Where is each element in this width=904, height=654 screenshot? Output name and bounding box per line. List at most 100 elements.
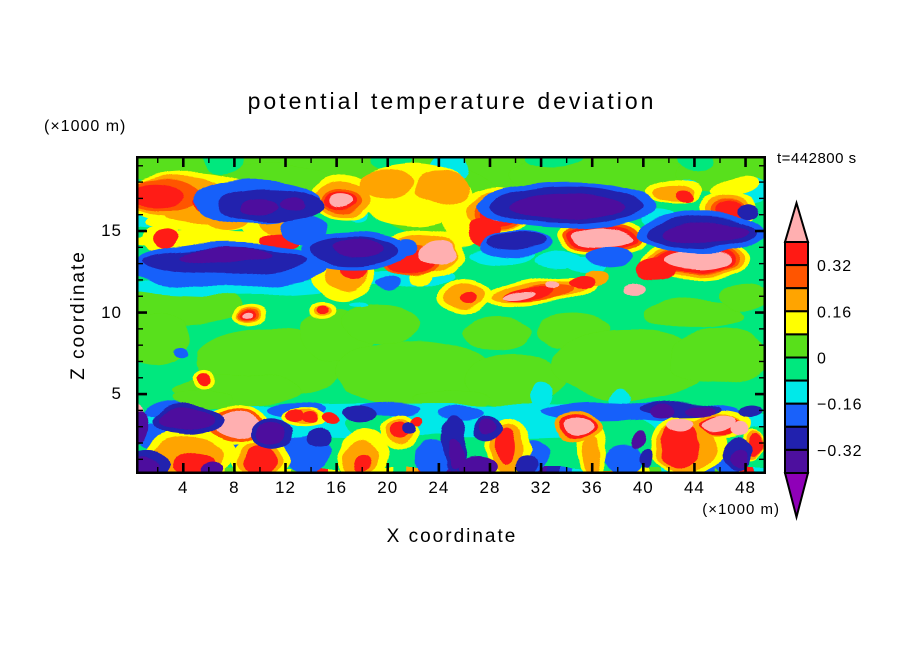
contour-blob bbox=[374, 276, 401, 290]
contour-blob bbox=[403, 421, 418, 436]
contour-blob bbox=[243, 445, 276, 474]
contour-plot bbox=[136, 156, 766, 474]
colorbar-cell bbox=[784, 356, 809, 382]
colorbar-label: −0.32 bbox=[817, 443, 862, 460]
x-axis-label: X coordinate bbox=[386, 526, 518, 547]
bottom-strip-cell bbox=[444, 468, 458, 474]
contour-blob bbox=[515, 455, 539, 474]
contour-blob bbox=[582, 436, 602, 473]
contour-blob bbox=[308, 429, 332, 448]
x-tick-label: 4 bbox=[178, 478, 189, 497]
contour-blob bbox=[201, 460, 225, 474]
contour-blob bbox=[668, 328, 766, 385]
bottom-strip-cell bbox=[598, 468, 613, 474]
bottom-strip-cell bbox=[649, 468, 664, 474]
contour-blob bbox=[665, 222, 750, 244]
contour-blob bbox=[328, 195, 353, 209]
contour-blob bbox=[643, 299, 746, 329]
bottom-strip-cell bbox=[289, 468, 304, 474]
contour-field bbox=[136, 156, 766, 474]
contour-blob bbox=[711, 175, 759, 199]
contour-blob bbox=[661, 421, 700, 468]
contour-blob bbox=[731, 421, 750, 435]
contour-blob bbox=[737, 204, 761, 219]
colorbar-arrow-bottom bbox=[783, 472, 810, 521]
plot-border bbox=[136, 156, 766, 474]
contour-blob bbox=[458, 456, 497, 474]
contour-blob bbox=[544, 280, 559, 290]
contour-blob bbox=[349, 301, 370, 307]
page-title: potential temperature deviation bbox=[247, 88, 657, 114]
contour-blob bbox=[553, 328, 708, 401]
contour-blob bbox=[355, 454, 372, 471]
colorbar-cell bbox=[784, 333, 809, 359]
contour-blob bbox=[477, 418, 496, 435]
contour-blob bbox=[438, 403, 485, 421]
contour-blob bbox=[343, 405, 374, 422]
contour-blob bbox=[392, 239, 419, 256]
contour-blob bbox=[136, 183, 186, 207]
colorbar-label: −0.16 bbox=[817, 397, 862, 414]
bottom-strip-cell bbox=[405, 468, 420, 474]
contour-blob bbox=[214, 411, 260, 439]
x-tick-label: 12 bbox=[275, 478, 296, 497]
colorbar-label: 0 bbox=[817, 351, 827, 368]
contour-blob bbox=[136, 456, 159, 474]
bottom-strip-cell bbox=[572, 468, 587, 474]
plot-axes bbox=[136, 156, 766, 474]
x-tick-label: 32 bbox=[530, 478, 552, 497]
x-tick-label: 20 bbox=[377, 478, 399, 497]
x-tick-label: 40 bbox=[632, 478, 654, 497]
colorbar-cell bbox=[784, 310, 809, 336]
contour-blob bbox=[243, 312, 256, 320]
contour-blob bbox=[623, 283, 646, 296]
contour-blob bbox=[447, 439, 464, 470]
contour-blob bbox=[174, 348, 190, 359]
contour-blob bbox=[562, 416, 593, 435]
contour-blob bbox=[685, 404, 717, 417]
colorbar-svg: 0.32 0.16 0 −0.16 −0.32 bbox=[783, 199, 862, 521]
contour-blob bbox=[641, 450, 656, 469]
contour-blob bbox=[288, 409, 306, 422]
colorbar-cell bbox=[784, 379, 809, 405]
contour-blob bbox=[240, 199, 280, 216]
contour-blob bbox=[631, 430, 646, 449]
contour-blob bbox=[606, 444, 645, 474]
contour-blob bbox=[649, 405, 676, 419]
colorbar-cell bbox=[784, 402, 809, 428]
bottom-strip-cell bbox=[277, 468, 291, 474]
bottom-strip-cell bbox=[752, 468, 766, 474]
contour-blob bbox=[720, 283, 766, 310]
contour-blob bbox=[159, 407, 213, 432]
colorbar-cell bbox=[784, 425, 809, 451]
contour-blob bbox=[463, 317, 530, 351]
x-tick-label: 28 bbox=[479, 478, 501, 497]
colorbar: 0.32 0.16 0 −0.16 −0.32 bbox=[775, 195, 904, 530]
x-tick-label: 24 bbox=[428, 478, 450, 497]
contour-blob bbox=[502, 291, 536, 302]
contour-blob bbox=[419, 240, 459, 266]
contour-blob bbox=[495, 427, 515, 466]
contour-blob bbox=[304, 411, 321, 423]
x-axis-units: (×1000 m) bbox=[702, 501, 780, 518]
bottom-strip-cell bbox=[328, 468, 343, 474]
contour-blob bbox=[362, 169, 414, 198]
contour-blob bbox=[567, 275, 597, 289]
bottom-strip-cell bbox=[225, 468, 240, 474]
contour-blob bbox=[415, 172, 470, 205]
contour-blob bbox=[667, 417, 695, 435]
colorbar-cell bbox=[784, 264, 809, 290]
contour-blob bbox=[730, 448, 751, 470]
colorbar-cell bbox=[784, 241, 809, 267]
contour-blob bbox=[331, 238, 383, 257]
x-tick-label: 16 bbox=[326, 478, 348, 497]
x-tick-label: 8 bbox=[229, 478, 240, 497]
colorbar-label: 0.32 bbox=[817, 258, 852, 275]
x-tick-label: 44 bbox=[683, 478, 705, 497]
x-tick-label: 48 bbox=[735, 478, 756, 497]
y-axis-units: (×1000 m) bbox=[44, 118, 127, 135]
contour-blob bbox=[569, 227, 636, 248]
colorbar-cell bbox=[784, 448, 809, 474]
contour-blob bbox=[662, 250, 732, 271]
